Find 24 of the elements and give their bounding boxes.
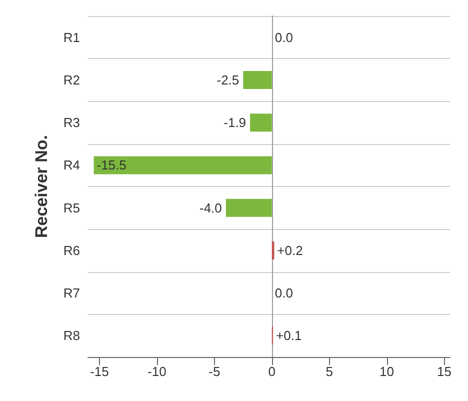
data-label: -2.5 <box>216 72 240 88</box>
data-label: +0.2 <box>277 242 303 258</box>
data-label: -1.9 <box>224 115 246 130</box>
x-tick-label: 10 <box>380 364 394 379</box>
y-tick-label: R7 <box>63 286 80 301</box>
data-label: +0.1 <box>276 328 302 344</box>
y-tick-label: R4 <box>63 158 80 173</box>
y-tick-label: R2 <box>63 72 80 88</box>
x-tick-label: -10 <box>148 364 166 379</box>
y-tick-label: R8 <box>63 328 80 344</box>
data-label: 0.0 <box>274 30 293 45</box>
y-tick-label: R6 <box>63 242 80 258</box>
x-tick-label: 0 <box>268 364 276 379</box>
data-label: -4.0 <box>200 200 222 216</box>
data-label: 0.0 <box>274 286 293 301</box>
data-label: -15.5 <box>96 158 126 173</box>
y-tick-label: R3 <box>63 115 80 130</box>
y-tick-label: R5 <box>63 200 80 216</box>
y-tick-label: R1 <box>63 30 80 45</box>
x-tick-label: 5 <box>326 364 333 379</box>
y-axis-title: Receiver No. <box>32 135 51 238</box>
x-tick-label: -5 <box>208 364 220 379</box>
x-tick-label: -15 <box>90 364 109 379</box>
x-tick-label: 15 <box>437 364 452 379</box>
